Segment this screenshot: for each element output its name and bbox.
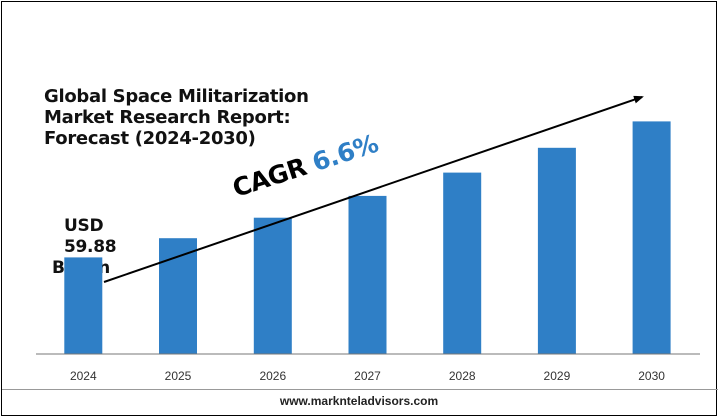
x-tick-label-2027: 2027: [354, 369, 381, 383]
x-tick-label-2028: 2028: [449, 369, 476, 383]
bar-2030: [632, 121, 671, 355]
start-value-currency: USD: [64, 216, 104, 236]
bar-2027: [348, 195, 387, 354]
footer-url: www.marknteladvisors.com: [279, 394, 439, 408]
bars-group: [64, 121, 671, 355]
bar-2029: [537, 147, 576, 354]
start-value-amount: 59.88: [64, 237, 117, 257]
title-line-2: Market Research Report:: [44, 107, 291, 128]
bar-2024: [64, 257, 103, 354]
bar-2028: [443, 172, 482, 354]
x-tick-label-2024: 2024: [70, 369, 97, 383]
bar-2026: [253, 217, 292, 354]
title-line-3: Forecast (2024-2030): [44, 128, 256, 149]
x-tick-label-2029: 2029: [544, 369, 571, 383]
footer-divider: [2, 389, 718, 390]
title-line-1: Global Space Militarization: [44, 86, 309, 107]
x-tick-label-2030: 2030: [638, 369, 665, 383]
x-tick-label-2025: 2025: [165, 369, 192, 383]
x-tick-label-2026: 2026: [259, 369, 286, 383]
trend-arrow: [103, 95, 644, 283]
x-tick-labels: 2024 2025 2026 2027 2028 2029 2030: [70, 369, 665, 383]
chart-title: Global Space Militarization Market Resea…: [44, 86, 309, 149]
